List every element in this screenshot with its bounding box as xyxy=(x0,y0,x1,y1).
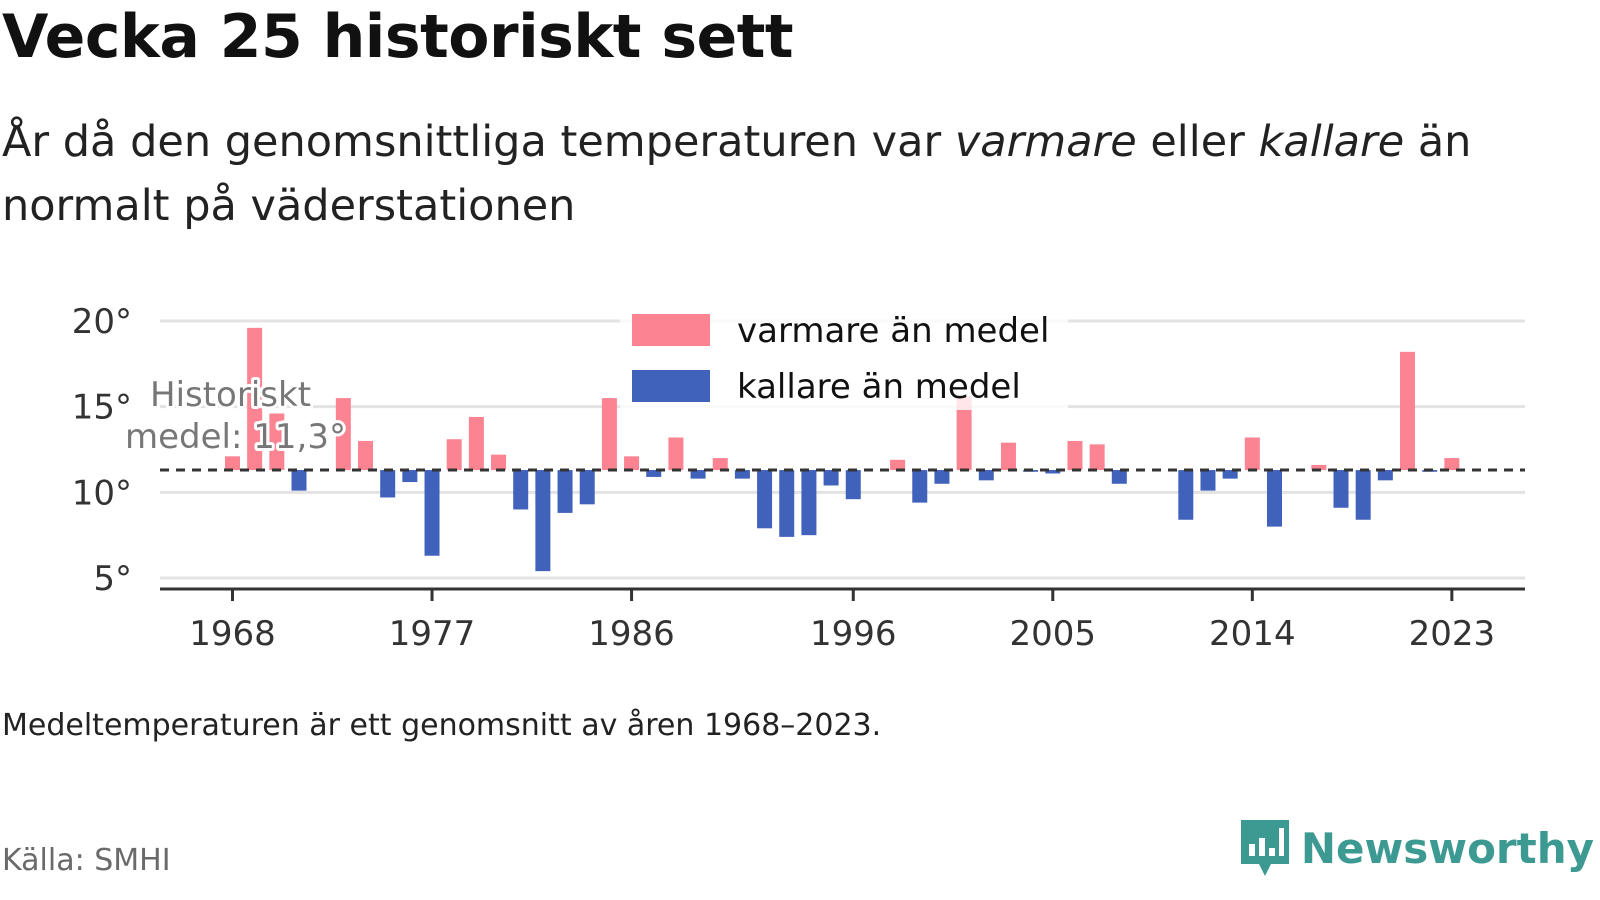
bar-warm xyxy=(1000,442,1016,471)
y-axis-ticks: 5° 10° 15° 20° xyxy=(72,302,132,599)
bar-cold xyxy=(1222,470,1238,479)
bar-warm xyxy=(225,456,240,471)
bar-cold xyxy=(801,470,817,536)
bar-warm xyxy=(1244,437,1260,471)
brand-name: Newsworthy xyxy=(1300,823,1594,873)
x-tick-label: 1996 xyxy=(810,614,897,654)
bar-cold xyxy=(1266,470,1282,527)
x-tick-label: 1986 xyxy=(588,614,675,654)
bar-warm xyxy=(446,439,462,471)
subtitle-text-start: År då den genomsnittliga temperaturen va… xyxy=(2,117,955,167)
bar-chart: 5° 10° 15° 20° 1968 1977 1986 1996 2005 2014 2023… xyxy=(72,300,1525,654)
bar-cold xyxy=(823,470,839,486)
bar-cold xyxy=(734,470,750,479)
x-axis: 1968 1977 1986 1996 2005 2014 2023 xyxy=(160,587,1525,654)
bar-cold xyxy=(912,470,928,503)
bar-cold xyxy=(513,470,529,510)
x-tick-label: 2014 xyxy=(1209,614,1296,654)
bar-cold xyxy=(1045,470,1061,474)
subtitle-warm-word: varmare xyxy=(954,117,1137,167)
y-tick-label: 5° xyxy=(93,559,132,599)
footnote: Medeltemperaturen är ett genomsnitt av å… xyxy=(2,708,882,743)
bar-cold xyxy=(557,470,573,513)
bar-cold xyxy=(646,470,662,477)
y-tick-label: 10° xyxy=(72,473,132,513)
bar-warm xyxy=(468,416,484,471)
bar-warm xyxy=(1089,444,1105,471)
bar-cold xyxy=(291,470,307,491)
bar-warm xyxy=(1444,458,1460,471)
bar-cold xyxy=(1377,470,1393,481)
bar-cold xyxy=(690,470,706,479)
bar-warm xyxy=(1311,464,1327,471)
source-label: Källa: SMHI xyxy=(2,843,171,878)
bar-cold xyxy=(978,470,994,481)
bars xyxy=(225,327,1460,572)
subtitle-cold-word: kallare xyxy=(1258,117,1405,167)
x-tick-label: 2005 xyxy=(1010,614,1097,654)
bar-cold xyxy=(402,470,418,483)
mean-annotation-line-1: Historiskt xyxy=(150,375,311,415)
subtitle-text-end: än normalt på väderstationen xyxy=(2,117,1472,231)
brand-logo[interactable]: Newsworthy xyxy=(1239,818,1594,878)
y-tick-label: 20° xyxy=(72,302,132,342)
legend-label-cold: kallare än medel xyxy=(737,367,1021,407)
chart-title: Vecka 25 historiskt sett xyxy=(2,2,794,72)
bar-warm xyxy=(269,413,285,471)
bar-warm xyxy=(601,398,617,471)
bar-warm xyxy=(335,398,351,471)
bar-warm xyxy=(1067,440,1083,471)
bar-cold xyxy=(579,470,595,505)
bar-cold xyxy=(757,470,773,529)
bar-cold xyxy=(779,470,795,537)
bar-warm xyxy=(890,459,906,471)
bar-warm xyxy=(668,437,684,471)
bar-cold xyxy=(1200,470,1216,491)
legend-label-warm: varmare än medel xyxy=(737,311,1049,351)
legend[interactable]: varmare än medel kallare än medel xyxy=(620,300,1068,410)
x-tick-label: 1968 xyxy=(189,614,276,654)
bar-cold xyxy=(1178,470,1194,520)
bar-warm xyxy=(712,458,728,471)
bar-warm xyxy=(956,396,972,471)
mean-annotation: Historiskt medel: 11,3° xyxy=(122,372,349,460)
subtitle-text-middle: eller xyxy=(1136,117,1259,167)
legend-swatch-cold xyxy=(632,370,710,402)
bar-warm xyxy=(358,440,374,471)
bar-cold xyxy=(1333,470,1349,508)
bar-warm xyxy=(624,456,640,471)
y-tick-label: 15° xyxy=(72,388,132,428)
bar-cold xyxy=(934,470,950,484)
bar-cold xyxy=(424,470,440,556)
bar-warm xyxy=(1400,351,1416,471)
bar-warm xyxy=(491,454,507,471)
x-tick-label: 1977 xyxy=(389,614,476,654)
chart-subtitle: År då den genomsnittliga temperaturen va… xyxy=(2,110,1562,238)
legend-swatch-warm xyxy=(632,314,710,346)
bar-cold xyxy=(1111,470,1127,484)
bar-cold xyxy=(1355,470,1371,520)
bar-cold xyxy=(380,470,396,498)
mean-annotation-line-2: medel: 11,3° xyxy=(125,417,346,457)
bar-warm xyxy=(247,327,263,471)
bar-chart-speech-icon xyxy=(1240,820,1289,876)
bar-cold xyxy=(535,470,551,572)
bar-cold xyxy=(845,470,861,500)
x-tick-label: 2023 xyxy=(1409,614,1496,654)
